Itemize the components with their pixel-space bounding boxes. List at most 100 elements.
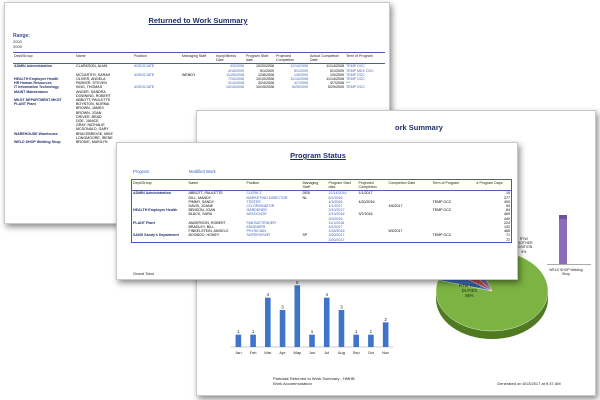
range-start: 2003	[13, 39, 22, 44]
table-cell: BRACEBRIDGE, MIKE	[76, 131, 113, 136]
weld-bar-cap	[559, 215, 567, 220]
table-cell: 11/14/2008	[326, 64, 344, 69]
table-cell: 5/29/2009	[328, 85, 344, 90]
table-cell: OLIVER, ANGELA	[76, 77, 106, 82]
column-header: Actual Completion Date	[309, 51, 345, 65]
bar-value-label: 4	[325, 292, 328, 297]
table-cell: PHYSICIAN	[246, 229, 266, 234]
table-row: ADMIN Administration ABBOTT, PAULETTE CLER…	[132, 191, 512, 196]
pie-label-other-line4: 5%	[521, 249, 527, 254]
table-cell: ABBOTT, PAULETTE	[188, 191, 223, 196]
table-row: DAVIS, JOANE CO-ORDINATOR 1/1/2017 4/6/2017…	[132, 204, 512, 208]
column-header: Managing Staff	[301, 178, 328, 192]
pie-label-other-line1: RTW	[519, 237, 528, 241]
rtw-table-body: ADMIN Administration CLARKSON, ALMA ASSOCI…	[13, 64, 385, 144]
table-cell: NL	[302, 195, 308, 200]
table-row: FINKELSTEIN, ANGELO PHYSICIAN 1/26/2016 5/5…	[132, 229, 512, 233]
table-cell: 5/1/2016	[328, 195, 343, 200]
table-cell: 3/20/2017	[328, 237, 345, 242]
table-cell: 11/14/2008	[326, 77, 344, 82]
pie-label-full-line3: 85%	[465, 293, 474, 298]
bar-value-label: 1	[370, 329, 373, 334]
table-cell: BRODIE, MARILYN	[76, 140, 108, 145]
table-cell: 84	[506, 208, 510, 213]
monthly-bar-chart: 1 Jan 1 Feb 4 Mar 3 Apr 5 May 1 Jun 4 Jul 3 Aug 1 Sep 1 Oct…	[231, 280, 393, 355]
table-row: DRIVER, BRAD	[13, 115, 385, 119]
table-cell: SUPERVISOR	[246, 233, 271, 238]
weld-bar	[559, 219, 567, 264]
bar-value-label: 1	[355, 329, 358, 334]
table-cell: MKGT DEPARTMENT MKGT	[14, 98, 62, 103]
bar-category-label: Feb	[250, 350, 258, 355]
summary-title: ork Summary	[395, 123, 443, 132]
table-cell: TEMP MDX OCC	[346, 68, 374, 73]
program-label: Program	[133, 169, 150, 174]
table-cell: TEMP OCC	[432, 199, 452, 204]
table-cell: 5/1/2009	[260, 68, 274, 73]
table-cell: ABBOTT, PAULETTE	[76, 98, 111, 103]
table-cell	[302, 238, 328, 243]
table-cell	[132, 238, 188, 243]
table-row: BLACK, SARA ASSOCIATE 2/13/2016 3/7/2016 469	[132, 212, 512, 216]
table-row: LONGMOORE, IRENE	[13, 136, 385, 140]
column-header: Name	[75, 51, 133, 65]
table-cell: ENGINEER	[246, 225, 266, 230]
table-row: DOE, JANICE	[13, 119, 385, 123]
table-cell: ***	[346, 81, 351, 86]
table-cell: 4/30/2016	[358, 199, 375, 204]
table-cell: 3/14/2008	[228, 81, 244, 86]
footer-report-name: Parkdale Returned to Work Summary - HMHB	[273, 376, 355, 381]
bar-category-label: Aug	[338, 350, 345, 355]
pie-label-other: RTW ANOTHER POSITION 5%	[515, 237, 533, 254]
table-cell: 3/2/2017	[328, 225, 343, 230]
table-cell: PLANT Plant	[133, 220, 155, 225]
table-cell: 2/13/2016	[328, 212, 345, 217]
table-cell: LONGMOORE, IRENE	[76, 135, 113, 140]
bar-value-label: 1	[237, 329, 240, 334]
table-row: PLANT Plant ANDERSON, ROBERT FAB BATTENDER…	[132, 221, 512, 225]
table-row: BROWN, JAMES	[13, 106, 385, 110]
table-cell: DEB	[302, 191, 310, 196]
table-cell: 5/1/2009	[330, 68, 344, 73]
bar-category-label: Jul	[324, 350, 329, 355]
table-row: 4/16/2009 5/1/2009 5/1/2009 5/1/2009 TEMP MD…	[13, 69, 385, 73]
table-cell: 10/10/2008	[256, 77, 274, 82]
table-cell: MAINT Maintenance	[14, 89, 49, 94]
column-header: Projected Completion	[275, 51, 309, 65]
bar-category-label: Nov	[382, 350, 389, 355]
table-cell: 1/5/2009	[294, 72, 308, 77]
table-cell: TEMP OCC	[346, 85, 365, 90]
table-row: DOWNING, ROBERT	[13, 94, 385, 98]
table-row: DILL, MANDY MARKETING DIRECTOR NL 5/1/2016 3…	[132, 196, 512, 200]
table-row: HEALTH Employee Health BENSON, JOAN GARDEN…	[132, 208, 512, 212]
table-cell: MCCARTHY, SARAH	[76, 72, 111, 77]
table-cell: GRAY, NATHALIE	[76, 123, 105, 128]
table-cell: TEMP OCC	[432, 233, 452, 238]
table-cell: 1/1/2017	[358, 191, 373, 196]
bar-jan	[235, 334, 242, 347]
column-header: # Program Days	[475, 178, 512, 192]
table-cell: 12/8/2008	[258, 72, 274, 77]
table-cell: 11/14/2008	[290, 64, 308, 69]
table-row: MCDONALD, GARY	[13, 127, 385, 131]
table-cell: WAREHOUSE Warehouse	[14, 131, 58, 136]
table-cell	[188, 238, 246, 243]
bar-category-label: Sep	[353, 350, 361, 355]
table-cell: BOOBOO, HONEY	[188, 233, 220, 238]
column-header: Position	[245, 178, 302, 192]
table-cell: TEMP OCC	[346, 72, 365, 77]
table-cell: 102	[504, 225, 510, 230]
table-cell: CO-ORDINATOR	[246, 204, 275, 209]
table-cell: BROWN, JOAN	[76, 110, 102, 115]
table-cell: ADMIN Administration	[14, 64, 52, 69]
table-row: MCCARTHY, SARAH ASSOCIATE WENDY 11/25/2008 1…	[13, 73, 385, 77]
table-cell: 10/15/2008	[256, 85, 274, 90]
bar-value-label: 1	[311, 329, 314, 334]
bar-value-label: 5	[296, 280, 299, 285]
table-cell: KING, THOMAS	[76, 85, 103, 90]
rtw-title: Returned to Work Summary	[148, 16, 248, 25]
table-cell: DRIVER, BRAD	[76, 114, 102, 119]
table-cell: ASSOCIATE	[246, 212, 267, 217]
table-cell: 3/3/2008	[230, 64, 244, 69]
column-header: Position	[133, 51, 181, 65]
